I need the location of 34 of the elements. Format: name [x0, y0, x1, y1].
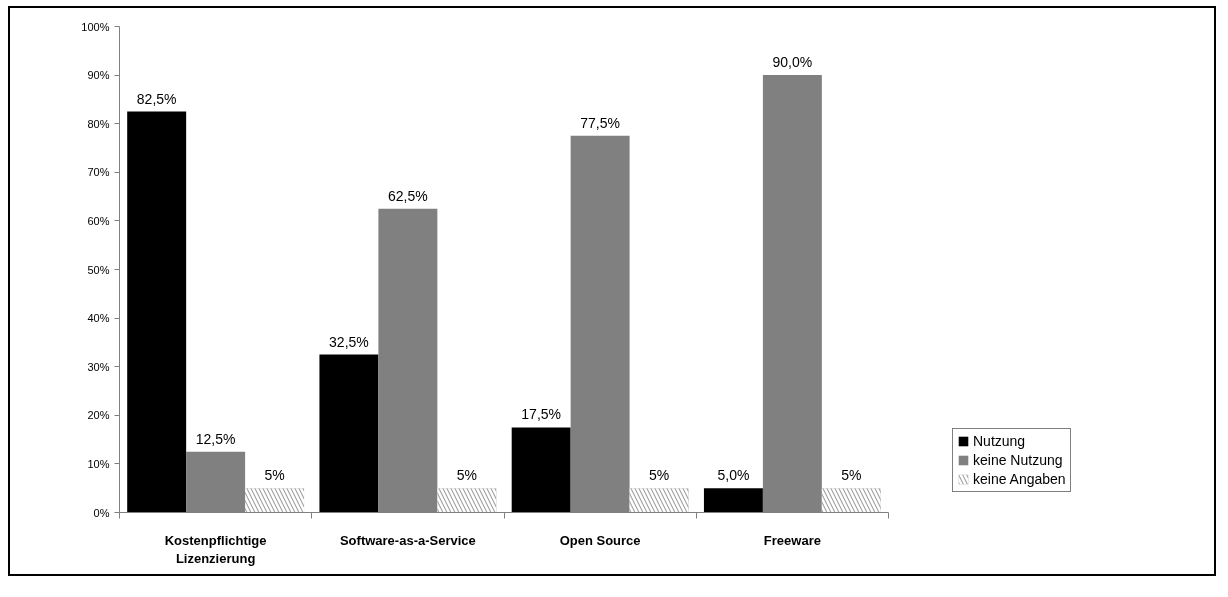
y-tick-label: 20%: [87, 409, 110, 422]
y-tick-label: 0%: [93, 506, 110, 519]
data-label: 5%: [841, 467, 862, 484]
bar: [127, 111, 187, 513]
data-label: 5,0%: [717, 467, 750, 484]
y-tick-label: 50%: [87, 263, 110, 276]
y-tick-label: 90%: [87, 69, 110, 82]
y-tick-label: 70%: [87, 166, 110, 179]
y-tick-label: 100%: [81, 20, 110, 33]
y-tick-label: 80%: [87, 117, 110, 130]
y-tick-label: 40%: [87, 312, 110, 325]
bar: [511, 427, 571, 513]
y-tick-label: 60%: [87, 214, 110, 227]
data-label: 90,0%: [772, 54, 813, 71]
data-label: 17,5%: [521, 406, 562, 423]
x-tick-label: Kostenpflichtige Lizenzierung: [164, 532, 267, 566]
x-tick-label: Open Source: [559, 532, 641, 548]
data-label: 62,5%: [388, 187, 428, 204]
data-label: 12,5%: [195, 430, 236, 447]
data-label: 32,5%: [329, 333, 369, 350]
y-tick-label: 30%: [87, 360, 110, 373]
data-label: 5%: [264, 467, 285, 484]
legend-label: Nutzung: [973, 433, 1026, 449]
data-label: 77,5%: [580, 114, 620, 131]
bar: [319, 354, 379, 513]
x-tick-label: Freeware: [763, 532, 821, 548]
data-label: 5%: [648, 467, 670, 484]
data-label: 82,5%: [136, 90, 177, 107]
data-label: 5%: [456, 467, 477, 484]
x-tick-label: Software-as-a-Service: [339, 532, 476, 548]
bar: [703, 488, 763, 513]
y-tick-label: 10%: [87, 457, 110, 470]
legend-label: keine Nutzung: [973, 452, 1063, 468]
legend-label: keine Angaben: [973, 471, 1066, 487]
